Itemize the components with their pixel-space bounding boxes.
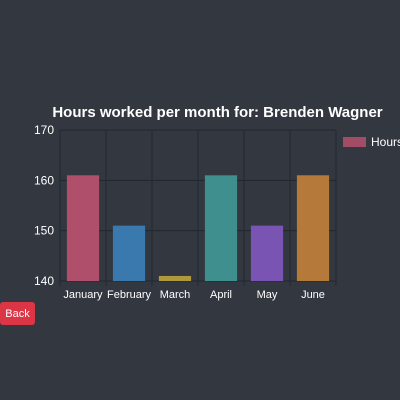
bar-june[interactable] <box>296 175 330 281</box>
x-axis-ticks: January February March April May June <box>63 289 325 301</box>
back-button[interactable]: Back <box>0 302 35 325</box>
y-tick-label: 140 <box>34 274 54 288</box>
legend-label: Hours <box>371 135 400 149</box>
y-tick-label: 170 <box>34 123 54 137</box>
x-tick-label: May <box>257 289 278 301</box>
y-axis-ticks: 140 150 160 170 <box>34 123 54 288</box>
bar-january[interactable] <box>66 175 100 281</box>
bars <box>66 175 330 281</box>
x-tick-label: March <box>160 289 191 301</box>
bar-march[interactable] <box>158 275 192 281</box>
x-tick-label: February <box>107 289 152 301</box>
bar-may[interactable] <box>250 225 284 281</box>
bar-april[interactable] <box>204 175 238 281</box>
y-tick-label: 160 <box>34 173 54 187</box>
x-tick-label: April <box>210 289 232 301</box>
x-tick-label: June <box>301 289 325 301</box>
y-tick-label: 150 <box>34 224 54 238</box>
bar-february[interactable] <box>112 225 146 281</box>
x-tick-label: January <box>63 289 103 301</box>
grid-lines <box>59 129 337 286</box>
legend-swatch <box>343 137 366 147</box>
legend[interactable]: Hours <box>343 135 400 149</box>
chart-title: Hours worked per month for: Brenden Wagn… <box>52 104 383 121</box>
